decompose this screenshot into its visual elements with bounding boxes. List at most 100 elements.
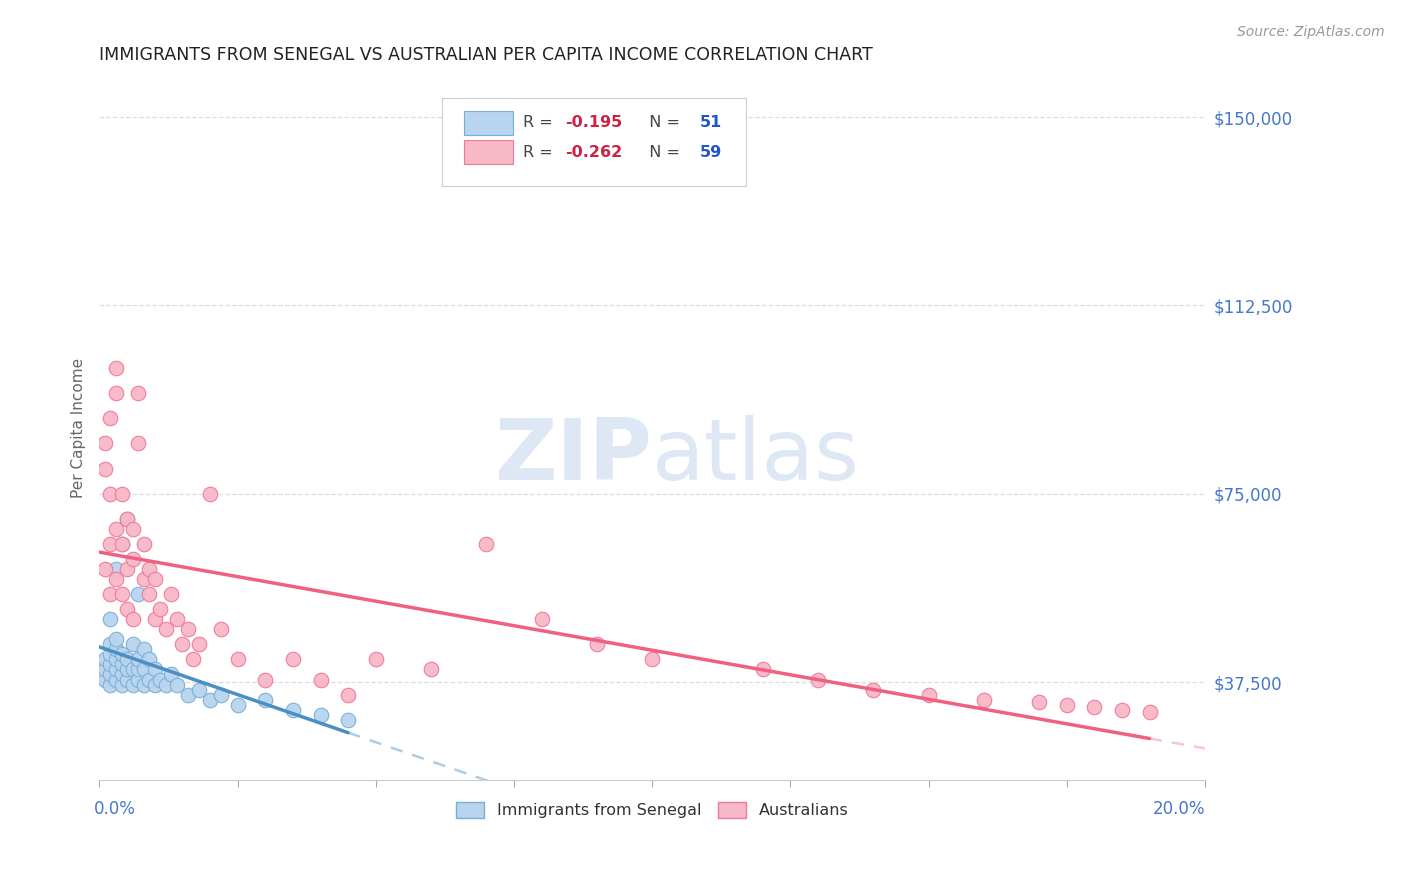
Point [121,522,143,536]
Point [807,673,830,687]
Point [115,512,138,526]
Point [105,652,128,666]
Point [254,673,277,687]
Point [309,707,332,722]
Point [143,612,166,626]
Point [641,652,664,666]
Text: N =: N = [638,145,685,160]
Text: 51: 51 [700,115,721,130]
Point [127,663,149,677]
Point [100,667,122,681]
Point [160,587,183,601]
Text: ZIP: ZIP [495,415,652,498]
Point [143,663,166,677]
Point [94,461,117,475]
Point [100,648,122,662]
Point [100,537,122,551]
Point [94,673,117,687]
Point [1056,698,1078,712]
Point [166,677,188,691]
Point [127,436,149,450]
Point [127,652,149,666]
Point [149,602,172,616]
FancyBboxPatch shape [464,140,513,164]
Point [209,622,232,636]
Point [105,562,128,576]
Point [127,587,149,601]
Point [364,652,387,666]
Point [254,692,277,706]
Point [281,652,304,666]
Text: Source: ZipAtlas.com: Source: ZipAtlas.com [1237,25,1385,39]
Text: 0.0%: 0.0% [94,800,136,818]
Point [149,673,172,687]
Point [530,612,553,626]
Text: IMMIGRANTS FROM SENEGAL VS AUSTRALIAN PER CAPITA INCOME CORRELATION CHART: IMMIGRANTS FROM SENEGAL VS AUSTRALIAN PE… [100,46,873,64]
FancyBboxPatch shape [464,111,513,135]
Point [127,673,149,687]
Text: 59: 59 [700,145,721,160]
Point [121,677,143,691]
Point [105,673,128,687]
Point [751,663,773,677]
Point [138,562,160,576]
Text: atlas: atlas [652,415,860,498]
Point [1139,705,1161,719]
Point [586,637,609,651]
Point [110,648,132,662]
Point [100,677,122,691]
Point [166,612,188,626]
Point [100,612,122,626]
Point [138,587,160,601]
Point [420,663,443,677]
Point [138,673,160,687]
Point [1028,695,1050,709]
Point [183,652,205,666]
Point [100,637,122,651]
Point [281,703,304,717]
Point [110,486,132,500]
Point [94,663,117,677]
Point [121,612,143,626]
Point [172,637,194,651]
Text: R =: R = [523,115,558,130]
Point [132,663,155,677]
Point [110,537,132,551]
Point [105,663,128,677]
Legend: Immigrants from Senegal, Australians: Immigrants from Senegal, Australians [449,796,855,825]
Point [94,562,117,576]
Point [143,572,166,586]
Point [105,642,128,657]
Point [226,652,249,666]
Point [917,688,939,702]
Point [337,713,360,727]
Point [110,677,132,691]
Point [160,667,183,681]
Point [110,657,132,672]
Point [115,652,138,666]
Point [105,361,128,376]
Text: N =: N = [638,115,685,130]
Text: 20.0%: 20.0% [1153,800,1205,818]
Text: -0.195: -0.195 [565,115,621,130]
Point [143,677,166,691]
Point [155,677,177,691]
Point [115,562,138,576]
Point [115,512,138,526]
Point [100,486,122,500]
Point [115,663,138,677]
Point [100,657,122,672]
Point [110,537,132,551]
Point [1111,703,1133,717]
Point [198,486,221,500]
Text: R =: R = [523,145,558,160]
Point [198,692,221,706]
Point [177,688,200,702]
Point [177,622,200,636]
Point [973,692,995,706]
Point [121,637,143,651]
Point [226,698,249,712]
Y-axis label: Per Capita Income: Per Capita Income [72,359,86,499]
Point [132,537,155,551]
Point [138,652,160,666]
